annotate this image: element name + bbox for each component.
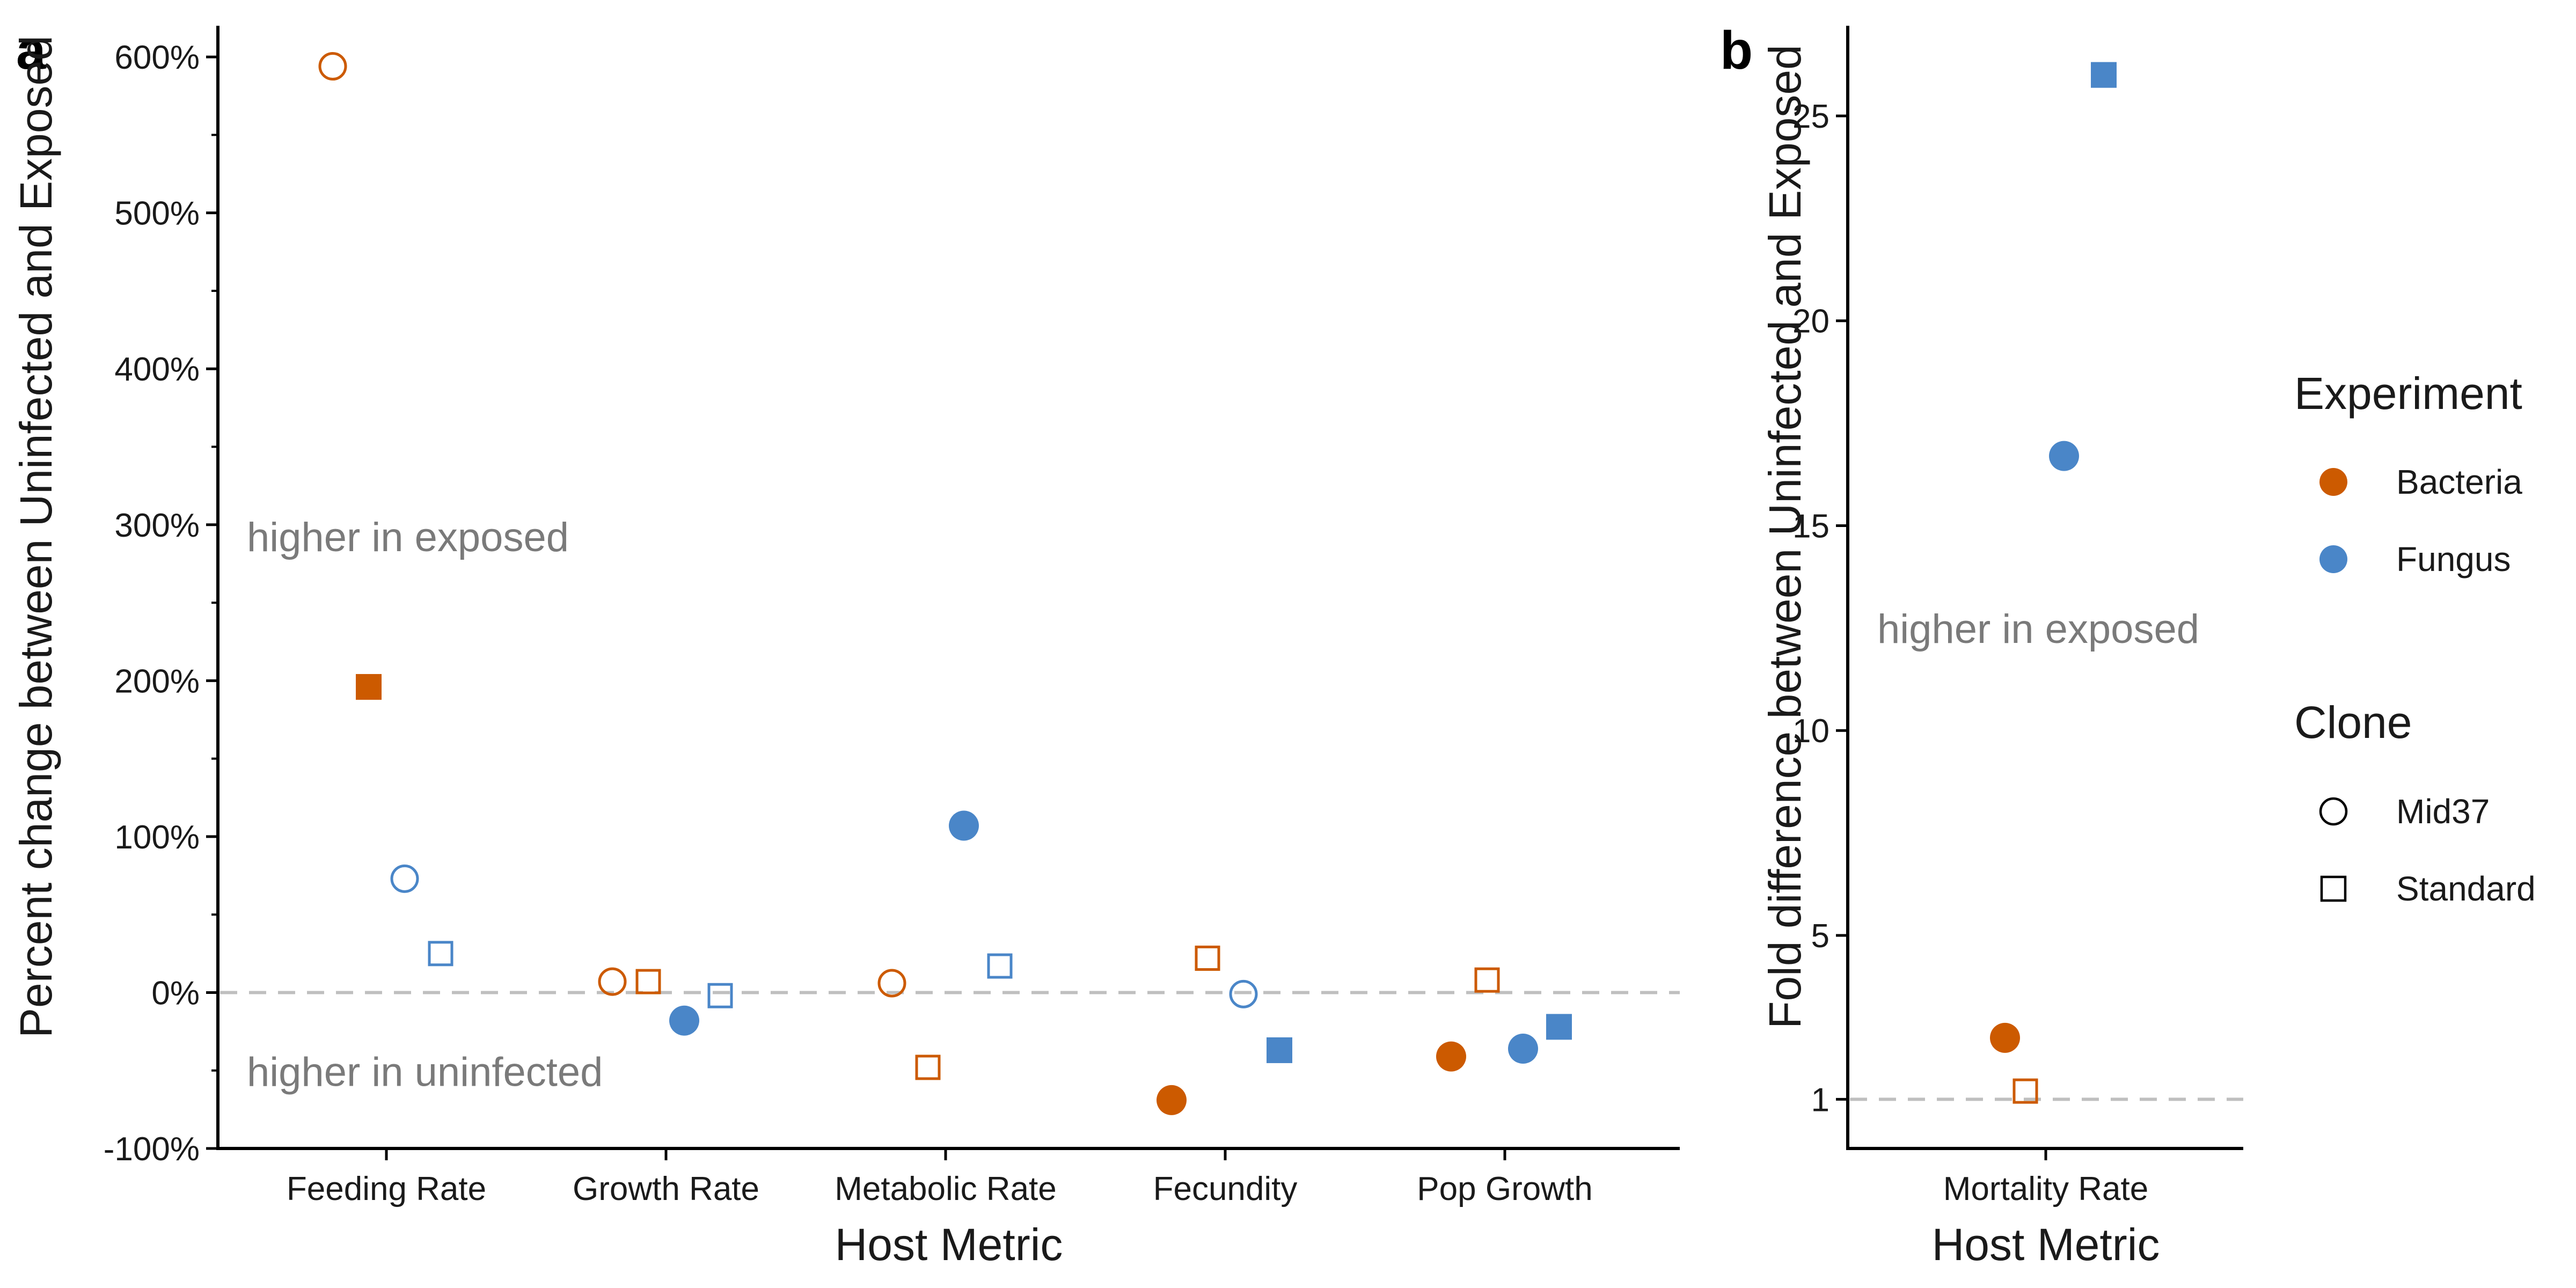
panel-a-y-tick-label: 200% [114,663,200,700]
panel-a-y-axis-title: Percent change between Uninfected and Ex… [11,35,61,1038]
legend-experiment-title: Experiment [2294,368,2522,419]
panel-a-y-tick-label: -100% [104,1131,200,1168]
legend: Experiment Bacteria Fungus Clone Mid37 S… [2294,368,2536,908]
panel-a-y-tick-label: 100% [114,819,200,856]
panel-a-points [318,52,1572,1115]
panel-b-y-tick-label: 10 [1792,713,1829,750]
panel-a-x-tick-label-fecundity: Fecundity [1153,1170,1298,1208]
point-pop-growth-fungus-standard [1546,1014,1572,1040]
point-feeding-rate-fungus-mid37 [390,864,419,893]
panel-a-y-ticks: -100% 0% 100% 200% 300% 400% 500% 600% [104,39,218,1168]
point-fecundity-fungus-standard [1267,1037,1292,1063]
point-mortality-rate-fungus-mid37 [2049,441,2079,471]
panel-a-annotation-higher-in-exposed: higher in exposed [247,515,569,560]
panel-a-y-tick-label: 500% [114,195,200,232]
panel-a-y-tick-label: 300% [114,507,200,544]
point-mortality-rate-bacteria-standard [2012,1078,2038,1104]
panel-a-annotations: higher in exposed higher in uninfected [247,515,603,1095]
panel-a-x-tick-label-pop-growth: Pop Growth [1417,1170,1592,1208]
panel-a-label: a [16,20,47,80]
panel-b-y-axis-title: Fold difference between Uninfected and E… [1760,45,1810,1029]
legend-fungus-swatch [2319,545,2347,573]
point-metabolic-rate-fungus-mid37 [949,810,979,841]
panel-b-label: b [1720,20,1753,80]
point-growth-rate-fungus-standard [707,983,733,1008]
point-metabolic-rate-bacteria-standard [915,1055,941,1080]
panel-a-y-tick-label: 0% [151,975,200,1012]
panel-a-y-tick-label: 400% [114,351,200,388]
point-metabolic-rate-bacteria-mid37 [877,969,906,998]
panel-a-x-axis-title: Host Metric [835,1219,1063,1270]
point-mortality-rate-fungus-standard [2091,62,2117,88]
point-fecundity-bacteria-standard [1195,946,1220,971]
panel-a-annotation-higher-in-uninfected: higher in uninfected [247,1050,603,1095]
panel-b-y-tick-label: 1 [1811,1081,1829,1118]
point-growth-rate-fungus-mid37 [669,1005,699,1036]
point-mortality-rate-bacteria-mid37 [1990,1022,2020,1053]
point-feeding-rate-bacteria-mid37 [318,52,347,81]
panel-a-x-tick-label-feeding-rate: Feeding Rate [287,1170,486,1208]
point-fecundity-bacteria-mid37 [1157,1085,1187,1115]
legend-clone-title: Clone [2294,697,2412,748]
point-growth-rate-bacteria-standard [635,969,661,994]
panel-a-y-tick-label: 600% [114,39,200,76]
panel-b-y-tick-label: 5 [1811,918,1829,955]
panel-a-chart: a -100% 0% 100% 200% 300% 400% 500% 600% Feedin… [11,20,1680,1270]
point-feeding-rate-fungus-standard [428,941,453,967]
legend-bacteria-label: Bacteria [2396,463,2522,501]
panel-a-x-ticks: Feeding Rate Growth Rate Metabolic Rate Fec… [287,1148,1593,1208]
panel-a-x-tick-label-growth-rate: Growth Rate [573,1170,759,1208]
point-feeding-rate-bacteria-standard [356,674,382,700]
legend-standard-swatch [2320,875,2347,902]
panel-b-annotations: higher in exposed [1877,606,2199,652]
panel-b-y-tick-label: 25 [1792,98,1829,135]
panel-b-y-tick-label: 15 [1792,508,1829,545]
panel-b-x-ticks: Mortality Rate [1943,1148,2148,1208]
legend-fungus-label: Fungus [2396,540,2511,579]
panel-b-y-tick-label: 20 [1792,303,1829,340]
legend-standard-label: Standard [2396,869,2536,908]
point-metabolic-rate-fungus-standard [987,953,1013,979]
panel-a-x-tick-label-metabolic-rate: Metabolic Rate [835,1170,1057,1208]
panel-b-x-axis-title: Host Metric [1932,1219,2160,1270]
legend-mid37-swatch [2319,797,2348,826]
panel-b-x-tick-label-mortality-rate: Mortality Rate [1943,1170,2148,1208]
point-growth-rate-bacteria-mid37 [598,967,627,996]
legend-bacteria-swatch [2319,468,2347,496]
point-pop-growth-bacteria-mid37 [1436,1041,1466,1072]
point-pop-growth-fungus-mid37 [1508,1034,1538,1064]
panel-b-annotation-higher-in-exposed: higher in exposed [1877,606,2199,652]
panel-b-points [1990,62,2117,1104]
legend-mid37-label: Mid37 [2396,792,2490,831]
point-fecundity-fungus-mid37 [1229,979,1258,1008]
point-pop-growth-bacteria-standard [1474,967,1500,993]
